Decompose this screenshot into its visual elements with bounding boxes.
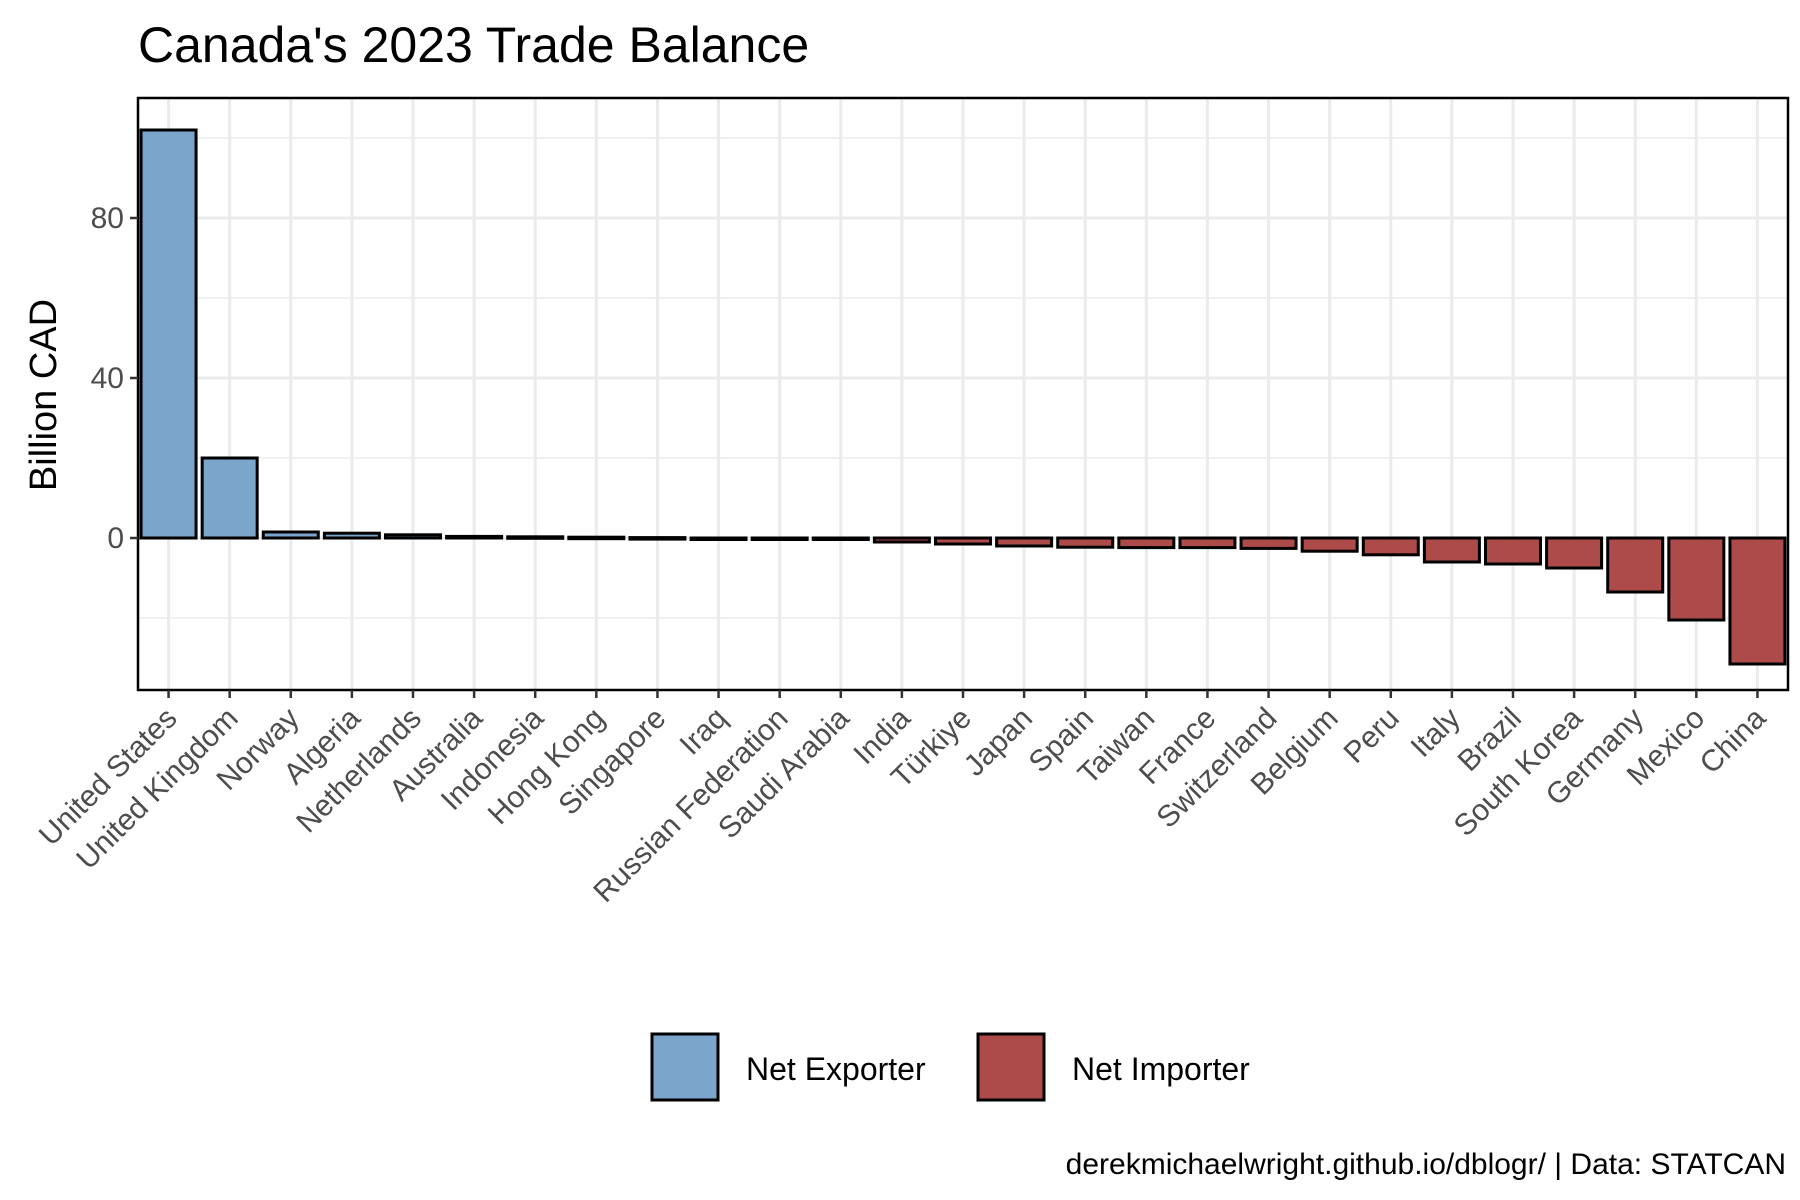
legend-key <box>976 1032 1046 1102</box>
y-tick-label: 80 <box>91 202 124 235</box>
bar <box>139 128 198 540</box>
bar <box>872 536 931 544</box>
bar <box>567 535 626 541</box>
bar <box>934 536 992 546</box>
x-tick-label: Japan <box>958 702 1039 783</box>
legend: Net Exporter Net Importer <box>650 1032 1250 1102</box>
bar <box>1545 536 1604 570</box>
legend-label: Net Exporter <box>746 1051 926 1087</box>
bar <box>200 456 259 540</box>
bar <box>1239 536 1298 550</box>
y-axis-ticks: 0 40 80 <box>91 202 138 555</box>
bar <box>811 536 870 541</box>
bar <box>1117 536 1176 550</box>
caption: derekmichaelwright.github.io/dblogr/ | D… <box>1066 1148 1786 1181</box>
bar <box>384 533 442 540</box>
y-tick-label: 0 <box>107 522 124 555</box>
x-tick-label: Peru <box>1338 702 1406 770</box>
x-tick-label: China <box>1694 701 1773 780</box>
bar <box>1728 536 1787 666</box>
y-tick-label: 40 <box>91 362 124 395</box>
bar <box>1300 536 1359 553</box>
bar <box>1056 536 1115 549</box>
bar <box>628 536 687 541</box>
bars <box>139 128 1787 666</box>
grid <box>138 98 1788 690</box>
bar <box>1484 536 1542 566</box>
bar <box>750 536 809 541</box>
legend-key <box>650 1032 720 1102</box>
y-axis-label: Billion CAD <box>23 299 65 491</box>
bar <box>1422 536 1481 564</box>
bar <box>1606 536 1665 594</box>
bar <box>445 534 504 540</box>
bar <box>995 536 1054 548</box>
bar <box>1667 536 1726 622</box>
bar <box>1178 536 1237 550</box>
bar <box>689 536 748 541</box>
legend-label: Net Importer <box>1072 1051 1250 1087</box>
bar <box>322 531 381 540</box>
chart-title: Canada's 2023 Trade Balance <box>138 17 809 73</box>
bar <box>1361 536 1420 557</box>
bar <box>261 530 320 540</box>
bar <box>506 535 565 540</box>
